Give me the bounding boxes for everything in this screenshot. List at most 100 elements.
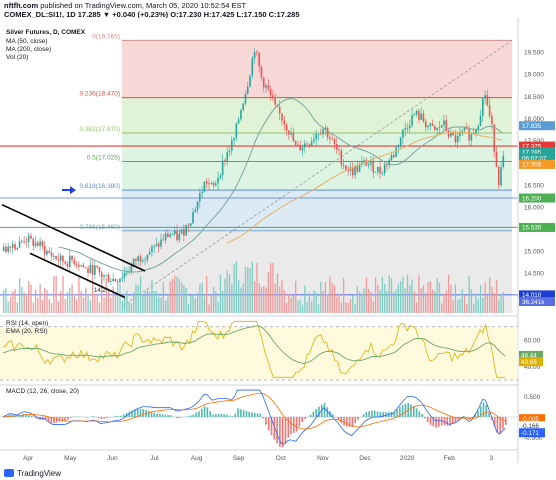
candle-body	[290, 132, 292, 135]
volume-bar	[37, 297, 39, 313]
volume-bar	[379, 289, 381, 313]
candle-body	[41, 241, 44, 246]
macd-histogram-bar	[106, 417, 108, 419]
volume-bar	[427, 282, 429, 313]
candle-body	[205, 181, 208, 184]
volume-bar	[41, 299, 44, 313]
volume-bar	[377, 284, 379, 313]
volume-bar	[358, 291, 361, 313]
candle-body	[436, 127, 438, 130]
macd-histogram-bar	[265, 417, 267, 425]
candle-body	[456, 135, 459, 143]
macd-histogram-bar	[393, 411, 396, 417]
volume-bar	[388, 275, 390, 313]
volume-bar	[256, 263, 258, 313]
volume-bar	[500, 294, 502, 313]
candle-body	[429, 123, 432, 126]
volume-bar	[128, 302, 130, 313]
macd-histogram-bar	[365, 411, 368, 417]
volume-bar	[57, 301, 60, 313]
volume-bar	[16, 302, 18, 313]
candle-body	[479, 115, 482, 127]
candle-body	[107, 274, 110, 282]
price-axis-tag-label: 36.241k	[522, 299, 545, 306]
volume-bar	[89, 300, 92, 313]
candle-body	[326, 127, 329, 138]
macd-histogram-bar	[499, 417, 502, 434]
volume-bar	[80, 291, 82, 313]
candle-body	[235, 123, 238, 138]
macd-histogram-bar	[214, 414, 217, 417]
candle-body	[187, 224, 190, 226]
time-tick-label: 3	[490, 455, 494, 462]
candle-body	[183, 229, 185, 236]
fib-zone-0.5	[122, 161, 512, 191]
volume-bar	[219, 274, 222, 313]
candle-body	[367, 164, 370, 166]
price-axis-tag-label: 15.535	[522, 225, 542, 232]
candle-body	[345, 165, 347, 170]
candle-body	[9, 246, 12, 248]
macd-histogram-bar	[97, 417, 100, 418]
candle-body	[431, 123, 434, 126]
volume-bar	[14, 289, 16, 313]
macd-histogram-bar	[237, 408, 239, 417]
macd-histogram-bar	[148, 410, 150, 417]
candle-body	[491, 115, 493, 125]
candle-body	[228, 150, 231, 153]
macd-histogram-bar	[125, 413, 128, 417]
volume-bar	[39, 284, 41, 313]
macd-histogram-bar	[33, 417, 36, 418]
footer-brand[interactable]: TradingView	[4, 469, 61, 478]
macd-histogram-bar	[488, 412, 490, 417]
candle-body	[495, 151, 498, 167]
wedge-annotation: 14.2	[94, 288, 106, 294]
candle-body	[297, 144, 299, 146]
volume-bar	[397, 283, 400, 313]
macd-histogram-bar	[192, 414, 195, 417]
published-text: published on TradingView.com, March 05, …	[40, 1, 247, 10]
macd-histogram-bar	[276, 417, 278, 444]
candle-body	[141, 260, 144, 262]
volume-bar	[356, 286, 358, 313]
macd-histogram-bar	[8, 414, 11, 417]
macd-histogram-bar	[187, 416, 189, 417]
macd-histogram-bar	[61, 417, 64, 422]
candle-body	[203, 181, 206, 192]
chart-canvas[interactable]: 0(19.765) 0.236(18.470) 0.382(17.670) 0.5(1…	[0, 18, 556, 463]
volume-bar	[438, 282, 441, 313]
macd-histogram-bar	[30, 415, 33, 417]
macd-histogram-bar	[220, 413, 223, 417]
candle-body	[233, 137, 235, 141]
volume-bar	[265, 287, 267, 313]
volume-bar	[123, 297, 126, 313]
candle-body	[406, 128, 409, 129]
macd-histogram-bar	[195, 412, 198, 417]
volume-bar	[66, 292, 69, 313]
macd-histogram-bar	[479, 406, 482, 417]
candle-body	[215, 183, 217, 186]
volume-bar	[342, 278, 345, 313]
legend-macd: MACD (12, 26, close, 20)	[6, 388, 79, 395]
volume-bar	[121, 300, 123, 313]
chart-header: nftfh.com published on TradingView.com, …	[4, 1, 552, 19]
candle-body	[30, 235, 32, 239]
macd-histogram-bar	[443, 417, 446, 426]
volume-bar	[498, 299, 500, 313]
candle-body	[244, 93, 247, 104]
candle-body	[377, 166, 379, 173]
macd-tag-label: -0.166	[521, 423, 539, 430]
macd-histogram-bar	[150, 411, 153, 417]
volume-bar	[324, 282, 327, 313]
macd-histogram-bar	[396, 409, 398, 417]
blue-arrow-icon	[70, 186, 76, 195]
volume-bar	[267, 272, 269, 313]
macd-histogram-bar	[281, 417, 284, 448]
macd-tick-label: 0.500	[524, 394, 541, 401]
candle-body	[342, 164, 345, 166]
price-axis-tag	[519, 153, 555, 163]
volume-bar	[295, 280, 297, 313]
volume-bar	[169, 281, 171, 313]
candle-body	[272, 95, 274, 99]
volume-bar	[158, 296, 160, 313]
